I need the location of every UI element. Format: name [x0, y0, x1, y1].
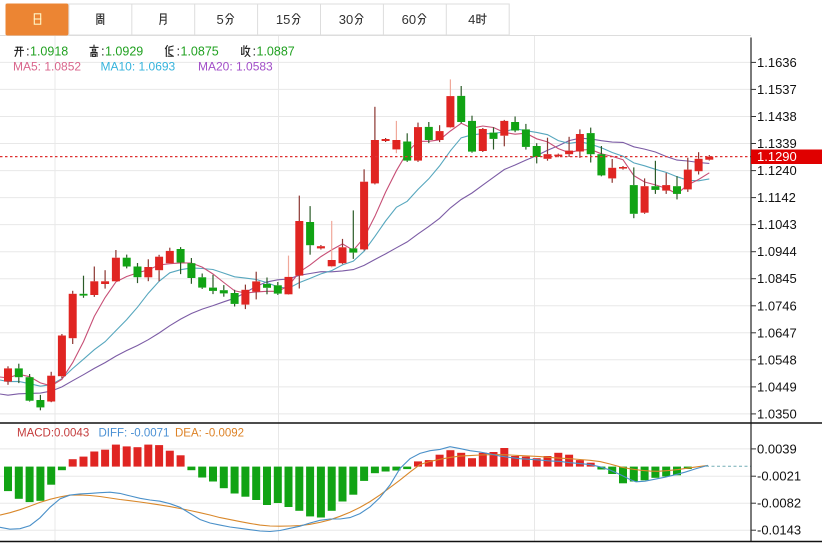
svg-text:-0.0082: -0.0082	[757, 496, 801, 511]
svg-text:1.0647: 1.0647	[757, 325, 797, 340]
svg-text:30: 30	[339, 12, 353, 27]
svg-text:1.1290: 1.1290	[757, 149, 797, 164]
svg-text:60: 60	[402, 12, 416, 27]
svg-text:0.0039: 0.0039	[757, 441, 797, 456]
svg-text:1.0875: 1.0875	[181, 45, 219, 59]
svg-text:1.1240: 1.1240	[757, 163, 797, 178]
svg-text:-0.0143: -0.0143	[757, 523, 801, 538]
svg-text:1.0929: 1.0929	[105, 45, 143, 59]
svg-text:1.1438: 1.1438	[757, 109, 797, 124]
svg-text:1.0548: 1.0548	[757, 352, 797, 367]
svg-text:1.0944: 1.0944	[757, 244, 797, 259]
svg-text:4: 4	[468, 12, 475, 27]
svg-text:1.0350: 1.0350	[757, 406, 797, 421]
svg-text:MACD:0.0043: MACD:0.0043	[17, 428, 89, 440]
svg-text:1.0918: 1.0918	[30, 45, 68, 59]
svg-text:15: 15	[276, 12, 290, 27]
svg-text:1.1636: 1.1636	[757, 55, 797, 70]
svg-text:1.1142: 1.1142	[757, 190, 796, 205]
svg-text:1.0746: 1.0746	[757, 298, 797, 313]
svg-text:DIFF: -0.0071: DIFF: -0.0071	[99, 428, 170, 440]
svg-text:1.0845: 1.0845	[757, 271, 797, 286]
svg-text:1.0449: 1.0449	[757, 379, 797, 394]
svg-text:1.1043: 1.1043	[757, 217, 797, 232]
svg-text:-0.0021: -0.0021	[757, 469, 801, 484]
svg-text:5: 5	[217, 12, 224, 27]
svg-text:MA20: 1.0583: MA20: 1.0583	[198, 60, 273, 74]
svg-text:MA10: 1.0693: MA10: 1.0693	[101, 60, 176, 74]
svg-text:1.1537: 1.1537	[757, 82, 797, 97]
svg-text:1.0887: 1.0887	[257, 45, 295, 59]
svg-text:MA5: 1.0852: MA5: 1.0852	[13, 60, 81, 74]
svg-text:DEA: -0.0092: DEA: -0.0092	[175, 428, 244, 440]
